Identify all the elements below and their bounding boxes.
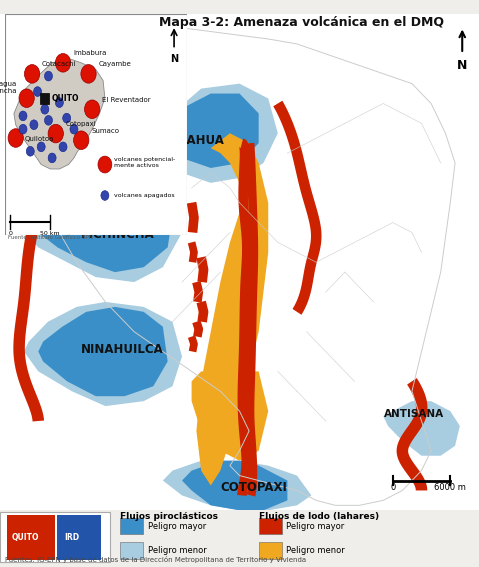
FancyBboxPatch shape [0,511,110,562]
Text: Peligro menor: Peligro menor [286,547,345,556]
Circle shape [74,131,89,150]
Bar [40,93,49,104]
Text: Sumaco: Sumaco [91,128,119,134]
Bar [120,542,143,558]
Text: Imbabura: Imbabura [73,50,106,56]
Text: Cayambe: Cayambe [99,61,131,67]
Polygon shape [192,371,268,460]
Polygon shape [182,460,287,510]
Polygon shape [192,281,203,303]
Text: Peligro menor: Peligro menor [148,547,206,556]
Polygon shape [13,102,73,421]
Text: 0: 0 [390,484,395,493]
Circle shape [56,98,63,108]
Text: 0: 0 [8,231,12,236]
Text: volcanes apagados: volcanes apagados [114,193,175,198]
Circle shape [37,142,45,152]
Bar [259,542,282,558]
Circle shape [56,53,71,72]
Polygon shape [196,301,208,323]
Circle shape [48,153,56,163]
Circle shape [45,71,53,81]
Polygon shape [397,378,427,490]
Circle shape [30,120,38,130]
Circle shape [81,65,96,83]
Polygon shape [24,153,182,282]
Circle shape [19,89,34,108]
Polygon shape [38,168,172,272]
Text: COTOPAXI: COTOPAXI [220,481,287,494]
Circle shape [45,116,53,125]
Text: 6000 m: 6000 m [434,484,466,493]
Polygon shape [246,143,258,497]
Text: NINAHUILCA: NINAHUILCA [81,342,163,356]
Text: volcanes potencial-
mente activos: volcanes potencial- mente activos [114,157,175,168]
Bar [120,518,143,534]
Polygon shape [188,242,198,263]
Polygon shape [187,202,199,233]
Bar [7,515,55,560]
Polygon shape [188,336,198,352]
Text: Guagua
Pichincha: Guagua Pichincha [0,81,17,94]
Circle shape [70,124,78,134]
Text: Peligro mayor: Peligro mayor [148,522,206,531]
Text: N: N [170,54,178,64]
Polygon shape [163,460,311,510]
Text: Fuente: Instituto Geofísico-EPN: Fuente: Instituto Geofísico-EPN [9,235,93,240]
Bar [259,518,282,534]
Text: QUITO: QUITO [12,533,39,541]
Text: Flujos piroclásticos: Flujos piroclásticos [120,512,218,521]
Text: Mapa 3-2: Amenaza volcánica en el DMQ: Mapa 3-2: Amenaza volcánica en el DMQ [160,16,444,29]
Polygon shape [14,58,105,169]
Circle shape [63,113,71,123]
Polygon shape [153,94,259,168]
Text: PULULAHUA: PULULAHUA [145,134,224,147]
Polygon shape [274,101,321,315]
Text: 50 km: 50 km [41,231,60,236]
Circle shape [101,191,109,200]
Text: El Reventador: El Reventador [102,96,151,103]
Text: Quilotoa: Quilotoa [25,137,54,142]
Polygon shape [38,307,168,396]
Text: Flujos de lodo (lahares): Flujos de lodo (lahares) [259,512,379,521]
Polygon shape [24,302,182,406]
Polygon shape [237,138,251,496]
Circle shape [41,104,49,114]
Circle shape [24,65,40,83]
Text: Cotopaxi: Cotopaxi [66,121,96,127]
Text: N: N [457,59,468,72]
Text: Fuentes: IG-EPN y base de datos de la Dirección Metropolitana de Territorio y Vi: Fuentes: IG-EPN y base de datos de la Di… [5,556,306,563]
Text: Cotacachi: Cotacachi [42,61,77,67]
Text: PICHINCHA: PICHINCHA [80,229,154,242]
Circle shape [59,142,67,152]
Polygon shape [383,401,460,456]
Circle shape [26,146,34,156]
Circle shape [48,124,63,143]
Circle shape [19,111,27,121]
Polygon shape [57,103,81,216]
Text: QUITO: QUITO [52,94,80,103]
Circle shape [98,156,112,173]
Polygon shape [44,71,91,157]
Polygon shape [192,320,203,337]
Circle shape [19,124,27,134]
Text: Peligro mayor: Peligro mayor [286,522,345,531]
Text: IRD: IRD [65,533,80,541]
Text: ANTISANA: ANTISANA [384,409,445,418]
Polygon shape [196,256,208,283]
Circle shape [84,100,100,119]
Bar [57,515,101,560]
Polygon shape [196,133,268,485]
Polygon shape [144,84,278,183]
Circle shape [34,87,42,96]
Circle shape [8,129,23,147]
